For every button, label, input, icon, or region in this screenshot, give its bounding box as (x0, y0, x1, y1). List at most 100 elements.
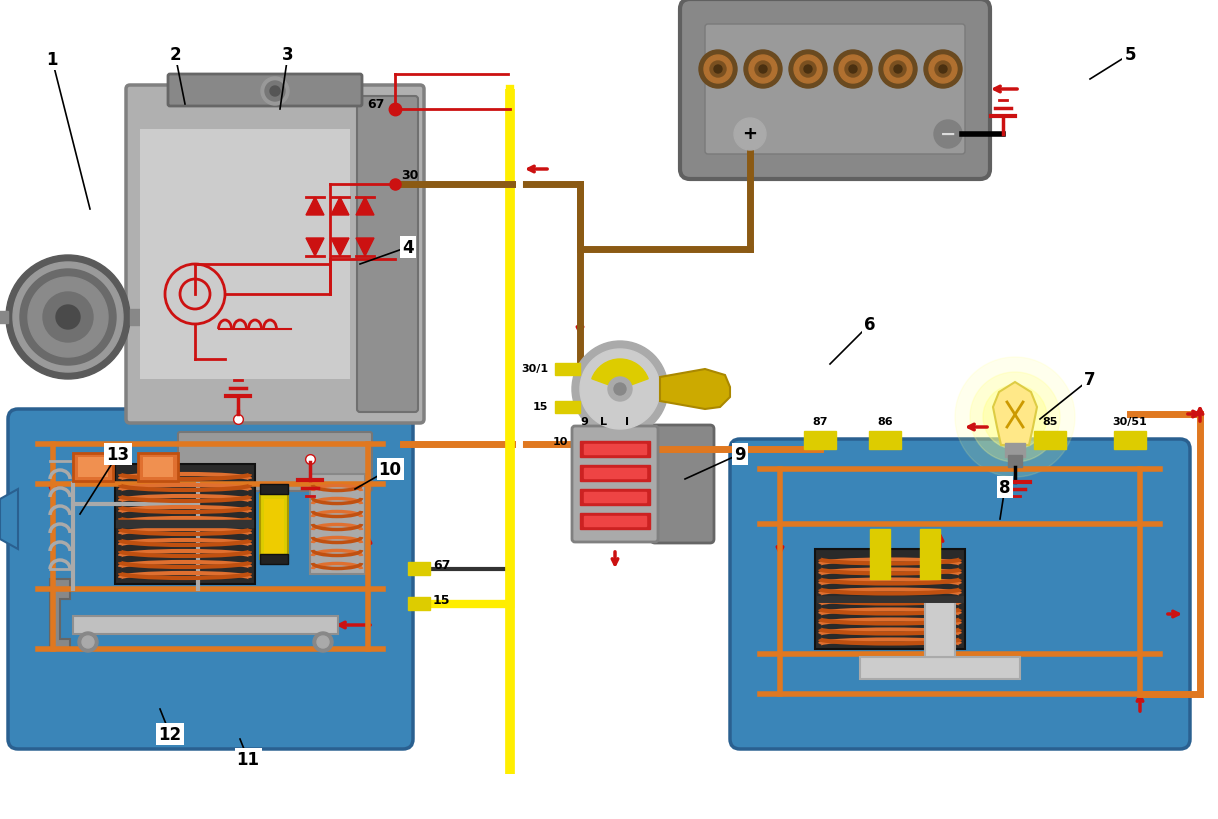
Circle shape (270, 87, 280, 97)
Text: 30: 30 (401, 169, 418, 182)
Circle shape (56, 305, 80, 329)
Text: 7: 7 (1084, 370, 1096, 388)
Text: 10: 10 (379, 460, 402, 478)
Bar (1009, 455, 1022, 468)
Bar (580, 441, 650, 458)
Bar (924, 602, 955, 657)
Circle shape (614, 383, 626, 396)
Bar (868, 432, 901, 450)
Circle shape (834, 51, 872, 89)
FancyBboxPatch shape (572, 427, 658, 542)
FancyBboxPatch shape (9, 410, 413, 749)
Circle shape (6, 256, 130, 379)
Polygon shape (331, 197, 350, 215)
Bar (804, 432, 836, 450)
Circle shape (78, 632, 97, 652)
Circle shape (789, 51, 827, 89)
Polygon shape (0, 490, 18, 550)
Text: 2: 2 (169, 46, 180, 64)
Circle shape (704, 56, 732, 84)
Circle shape (317, 636, 329, 648)
FancyBboxPatch shape (357, 97, 418, 413)
Bar (580, 514, 650, 529)
Bar (555, 364, 580, 376)
Circle shape (970, 373, 1060, 463)
Circle shape (924, 51, 962, 89)
Bar (920, 529, 940, 579)
Bar (815, 550, 965, 649)
Bar (1005, 443, 1026, 458)
Circle shape (884, 56, 912, 84)
Text: 5: 5 (1124, 46, 1135, 64)
Polygon shape (331, 238, 350, 256)
Circle shape (755, 62, 771, 78)
Polygon shape (356, 197, 374, 215)
Circle shape (714, 66, 722, 74)
Text: 9: 9 (580, 417, 588, 427)
Bar (140, 130, 350, 379)
Bar (259, 484, 287, 495)
Circle shape (894, 66, 903, 74)
Circle shape (759, 66, 767, 74)
Bar (1114, 432, 1146, 450)
Circle shape (890, 62, 906, 78)
Wedge shape (592, 360, 648, 390)
Circle shape (608, 378, 632, 401)
FancyBboxPatch shape (125, 86, 424, 423)
Text: I: I (625, 417, 628, 427)
Text: 67: 67 (367, 98, 385, 111)
Bar (143, 458, 173, 477)
Polygon shape (356, 238, 374, 256)
Bar (138, 454, 178, 482)
Bar (583, 445, 646, 455)
Bar (259, 495, 287, 559)
Text: 15: 15 (532, 401, 548, 411)
Bar (583, 492, 646, 502)
Text: 9: 9 (734, 446, 745, 464)
Bar (73, 454, 113, 482)
Text: +: + (743, 124, 758, 143)
Circle shape (43, 292, 93, 342)
Text: 13: 13 (106, 446, 129, 464)
Bar (555, 401, 580, 414)
Circle shape (929, 56, 957, 84)
Bar (130, 310, 155, 326)
Bar (580, 490, 650, 505)
Text: 11: 11 (236, 750, 259, 768)
Polygon shape (306, 197, 324, 215)
Circle shape (710, 62, 726, 78)
Polygon shape (660, 369, 730, 410)
Bar (73, 616, 339, 634)
Bar (259, 554, 287, 564)
Circle shape (794, 56, 822, 84)
Circle shape (934, 121, 962, 149)
Circle shape (313, 632, 333, 652)
Text: 4: 4 (402, 238, 414, 256)
Circle shape (955, 358, 1075, 477)
Bar (311, 474, 365, 574)
Text: 30/1: 30/1 (521, 364, 548, 373)
Text: 3: 3 (283, 46, 294, 64)
Circle shape (849, 66, 857, 74)
Bar (78, 458, 108, 477)
Circle shape (261, 78, 289, 106)
Circle shape (935, 62, 951, 78)
Circle shape (744, 51, 782, 89)
Bar (870, 529, 890, 579)
Polygon shape (306, 238, 324, 256)
Text: −: − (940, 124, 956, 143)
Circle shape (13, 263, 123, 373)
Circle shape (19, 269, 116, 365)
Text: 10: 10 (553, 437, 569, 446)
Text: 15: 15 (434, 593, 451, 606)
Circle shape (28, 278, 108, 358)
Circle shape (845, 62, 861, 78)
Polygon shape (993, 382, 1037, 446)
Circle shape (983, 386, 1047, 450)
Text: 67: 67 (434, 559, 451, 572)
FancyBboxPatch shape (178, 432, 371, 491)
Text: 1: 1 (46, 51, 57, 69)
Text: 6: 6 (865, 315, 876, 333)
Text: 8: 8 (999, 478, 1011, 496)
Bar (1034, 432, 1066, 450)
